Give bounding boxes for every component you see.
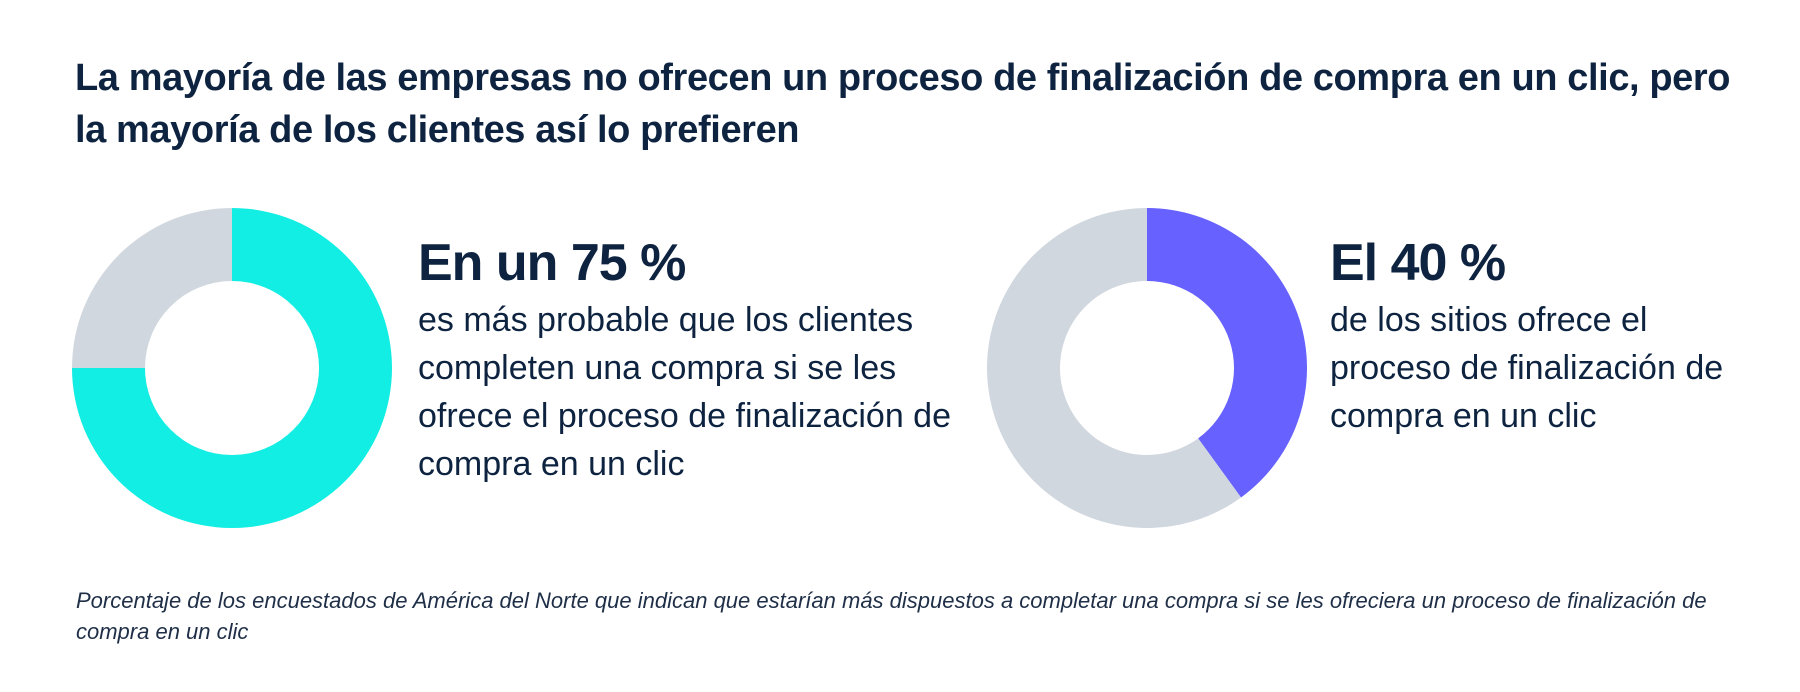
donut-1-slice-remainder — [72, 208, 232, 368]
stat-1-headline: En un 75 % — [418, 234, 686, 292]
stat-2-description: de los sitios ofrece el proceso de final… — [1330, 301, 1724, 435]
donut-1-svg — [72, 208, 392, 528]
stat-block-1: En un 75 % es más probable que los clien… — [418, 232, 978, 488]
donut-2-slice-remainder — [987, 208, 1242, 528]
donut-1-slice-value — [72, 208, 392, 528]
donut-2-svg — [987, 208, 1307, 528]
donut-2-slice-value — [1147, 208, 1307, 498]
stat-1-description: es más probable que los clientes complet… — [418, 301, 951, 483]
donut-chart-1 — [72, 208, 392, 528]
donut-chart-2 — [987, 208, 1307, 528]
stat-2-headline: El 40 % — [1330, 234, 1506, 292]
footnote: Porcentaje de los encuestados de América… — [76, 588, 1707, 644]
chart-title: La mayoría de las empresas no ofrecen un… — [75, 57, 1731, 151]
stat-block-2: El 40 % de los sitios ofrece el proceso … — [1330, 232, 1800, 440]
